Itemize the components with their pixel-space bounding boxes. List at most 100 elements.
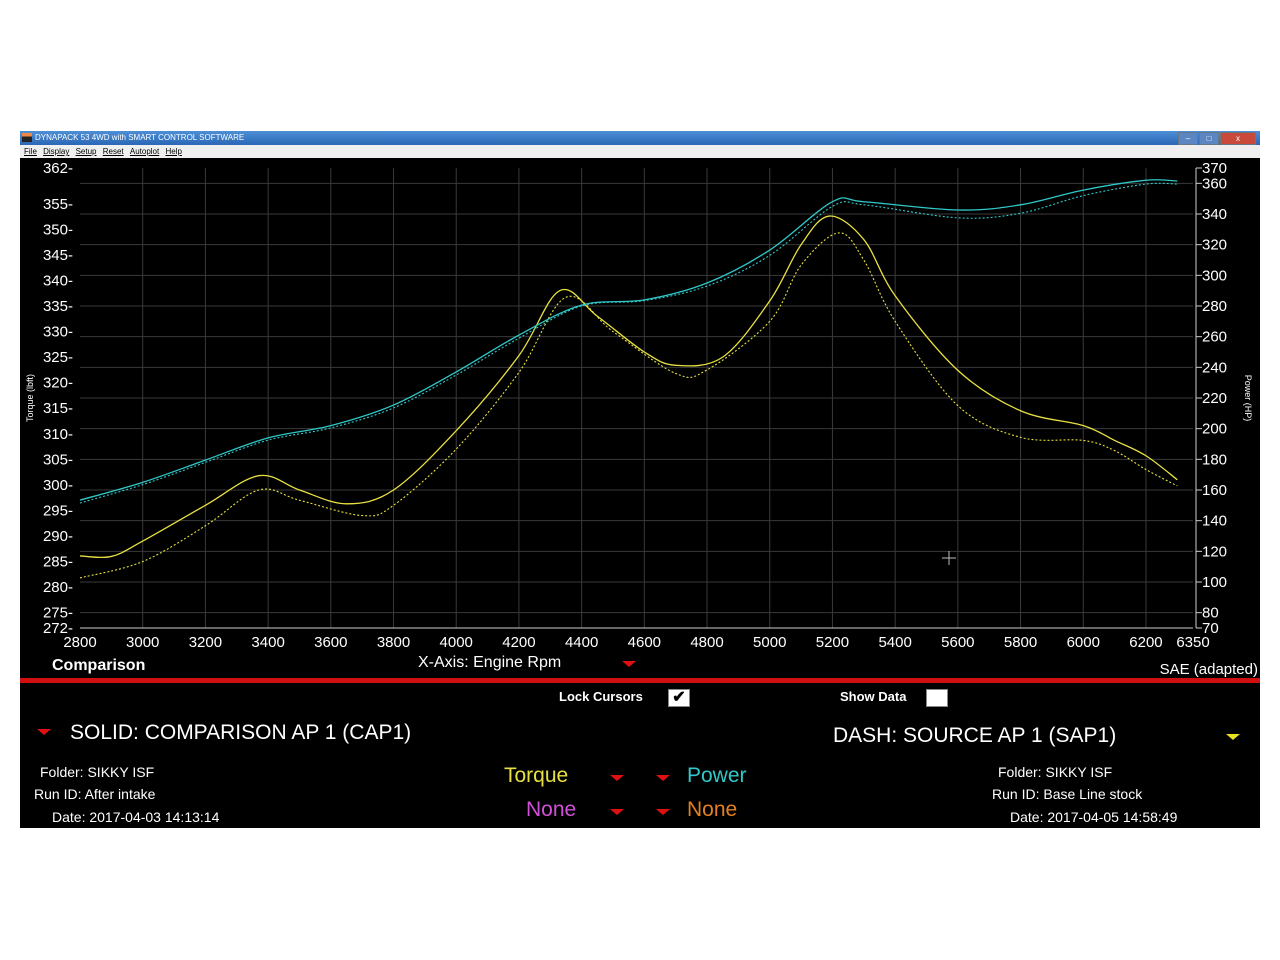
x-tick-label: 5400: [878, 634, 911, 651]
y2-tick-label: 240: [1202, 359, 1227, 376]
y-tick-label: 272-: [43, 620, 73, 637]
solid-run-label: Run ID:: [34, 786, 82, 802]
solid-run-id: After intake: [84, 786, 156, 802]
x-tick-label: 2800: [63, 634, 96, 651]
menu-file[interactable]: File: [24, 147, 37, 156]
minimize-button[interactable]: –: [1178, 132, 1198, 145]
dash-date-label: Date:: [1010, 809, 1044, 825]
y-axis-label: Torque (lbft): [25, 374, 35, 422]
y2-tick-label: 280: [1202, 298, 1227, 315]
solid-run-title[interactable]: SOLID: COMPARISON AP 1 (CAP1): [70, 721, 412, 744]
x-tick-label: 6200: [1129, 634, 1162, 651]
x-tick-label: 5000: [753, 634, 786, 651]
correction-label: SAE (adapted): [1159, 661, 1258, 678]
torque-solid-line: [79, 215, 1178, 559]
y-tick-label: 315-: [43, 400, 73, 417]
x-tick-label: 4600: [628, 634, 661, 651]
channel-1-dropdown-icon[interactable]: [610, 775, 624, 781]
dash-date: 2017-04-05 14:58:49: [1047, 809, 1178, 825]
dash-run-label: Run ID:: [992, 786, 1040, 802]
x-tick-label: 3600: [314, 634, 347, 651]
menu-setup[interactable]: Setup: [75, 147, 97, 156]
y2-tick-label: 300: [1202, 267, 1227, 284]
x-tick-label: 3200: [189, 634, 222, 651]
x-tick-label: 3000: [126, 634, 159, 651]
torque-dash-line: [79, 232, 1178, 579]
x-tick-label: 5600: [941, 634, 974, 651]
y2-tick-label: 360: [1202, 175, 1227, 192]
solid-date-label: Date:: [52, 809, 86, 825]
y-tick-label: 355-: [43, 196, 73, 213]
channel-3-dropdown-icon[interactable]: [610, 809, 624, 815]
menu-help[interactable]: Help: [165, 147, 182, 156]
x-tick-label: 3800: [377, 634, 410, 651]
x-tick-label: 4400: [565, 634, 598, 651]
y2-axis-label: Power (HP): [1243, 375, 1253, 422]
x-tick-label: 5200: [816, 634, 849, 651]
x-tick-label: 6350: [1176, 634, 1209, 651]
y2-tick-label: 200: [1202, 421, 1227, 438]
power-dash-line: [79, 182, 1178, 504]
y2-tick-label: 120: [1202, 543, 1227, 560]
show-data-label: Show Data: [840, 689, 907, 704]
dash-run-dropdown-icon[interactable]: [1226, 734, 1240, 740]
dynapack-window: DYNAPACK 53 4WD with SMART CONTROL SOFTW…: [20, 131, 1260, 828]
x-tick-label: 6000: [1067, 634, 1100, 651]
y-tick-label: 295-: [43, 502, 73, 519]
dyno-chart[interactable]: 2800 3000 3200 3400 3600 3800 4000 4200 4400 4600…: [20, 158, 1260, 678]
mode-label: Comparison: [52, 657, 146, 674]
divider: [20, 678, 1260, 683]
menu-bar: File Display Setup Reset Autoplot Help: [20, 145, 1260, 158]
solid-folder: SIKKY ISF: [87, 764, 155, 780]
channel-4-dropdown-icon[interactable]: [656, 809, 670, 815]
menu-display[interactable]: Display: [43, 147, 70, 156]
y2-tick-label: 140: [1202, 513, 1227, 530]
channel-2-dropdown-icon[interactable]: [656, 775, 670, 781]
title-bar: DYNAPACK 53 4WD with SMART CONTROL SOFTW…: [20, 131, 1260, 145]
y-tick-label: 275-: [43, 605, 73, 622]
x-tick-label: 4200: [502, 634, 535, 651]
solid-folder-label: Folder:: [40, 764, 84, 780]
x-axis-selector[interactable]: X-Axis: Engine Rpm: [418, 654, 562, 671]
y2-tick-label: 100: [1202, 574, 1227, 591]
y-tick-label: 310-: [43, 426, 73, 443]
dash-run-id: Base Line stock: [1043, 786, 1143, 802]
channel-4-none[interactable]: None: [687, 798, 738, 821]
y-tick-label: 340-: [43, 272, 73, 289]
menu-reset[interactable]: Reset: [102, 147, 124, 156]
y-tick-label: 290-: [43, 528, 73, 545]
y2-tick-label: 340: [1202, 206, 1227, 223]
channel-2-power[interactable]: Power: [687, 764, 747, 787]
y2-tick-label: 70: [1202, 620, 1219, 637]
x-tick-label: 5800: [1004, 634, 1037, 651]
channel-1-torque[interactable]: Torque: [504, 764, 569, 787]
dash-folder-label: Folder:: [998, 764, 1042, 780]
dash-folder: SIKKY ISF: [1045, 764, 1113, 780]
show-data-checkbox[interactable]: [926, 689, 948, 707]
x-axis-dropdown-icon[interactable]: [622, 661, 636, 667]
dash-run-title[interactable]: DASH: SOURCE AP 1 (SAP1): [833, 724, 1117, 747]
y-tick-label: 335-: [43, 298, 73, 315]
y2-tick-label: 260: [1202, 329, 1227, 346]
lock-cursors-checkbox[interactable]: ✔: [668, 689, 690, 707]
menu-autoplot[interactable]: Autoplot: [129, 147, 160, 156]
y2-tick-label: 320: [1202, 237, 1227, 254]
y-tick-label: 305-: [43, 451, 73, 468]
maximize-button[interactable]: □: [1199, 132, 1219, 145]
y2-tick-label: 370: [1202, 160, 1227, 177]
y-tick-label: 320-: [43, 375, 73, 392]
lock-cursors-label: Lock Cursors: [559, 689, 643, 704]
y-tick-label: 325-: [43, 349, 73, 366]
channel-3-none[interactable]: None: [526, 798, 577, 821]
app-logo-icon: [22, 133, 32, 142]
y2-tick-label: 80: [1202, 605, 1219, 622]
close-button[interactable]: x: [1220, 132, 1256, 145]
solid-run-dropdown-icon[interactable]: [37, 729, 51, 735]
y-tick-label: 362-: [43, 160, 73, 177]
y-tick-label: 345-: [43, 247, 73, 264]
solid-date: 2017-04-03 14:13:14: [89, 809, 220, 825]
y-tick-label: 350-: [43, 221, 73, 238]
y-tick-label: 330-: [43, 324, 73, 341]
y-tick-label: 300-: [43, 477, 73, 494]
power-solid-line: [79, 179, 1178, 501]
